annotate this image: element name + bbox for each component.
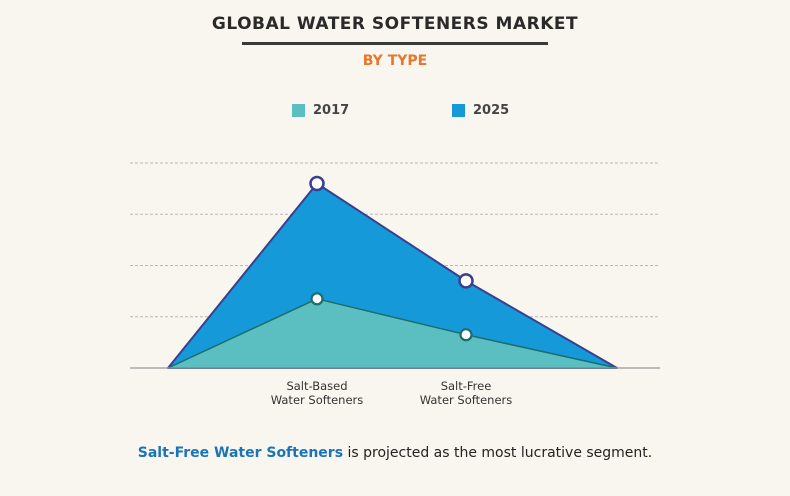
- point-2017-0: [310, 292, 324, 306]
- title-underline: [242, 42, 548, 45]
- chart-subtitle: BY TYPE: [362, 53, 428, 69]
- chart-title: GLOBAL WATER SOFTENERS MARKET: [211, 14, 579, 34]
- point-2025-1: [458, 273, 474, 289]
- legend-item-2017: 2017: [292, 103, 349, 118]
- x-tick-label-0: Salt-Based Water Softeners: [271, 379, 364, 407]
- legend-swatch-2025: [452, 104, 465, 117]
- point-2025-0: [309, 175, 325, 192]
- footer-highlight: Salt-Free Water Softeners: [137, 445, 344, 461]
- legend-label-2017: 2017: [313, 103, 350, 118]
- point-2017-1: [459, 328, 473, 342]
- legend-item-2025: 2025: [452, 103, 509, 118]
- footer-note: Salt-Free Water Softeners is projected a…: [0, 445, 790, 461]
- footer-text: is projected as the most lucrative segme…: [343, 445, 653, 461]
- legend-swatch-2017: [292, 104, 305, 117]
- legend-label-2025: 2025: [473, 103, 510, 118]
- x-tick-label-1: Salt-Free Water Softeners: [420, 379, 513, 407]
